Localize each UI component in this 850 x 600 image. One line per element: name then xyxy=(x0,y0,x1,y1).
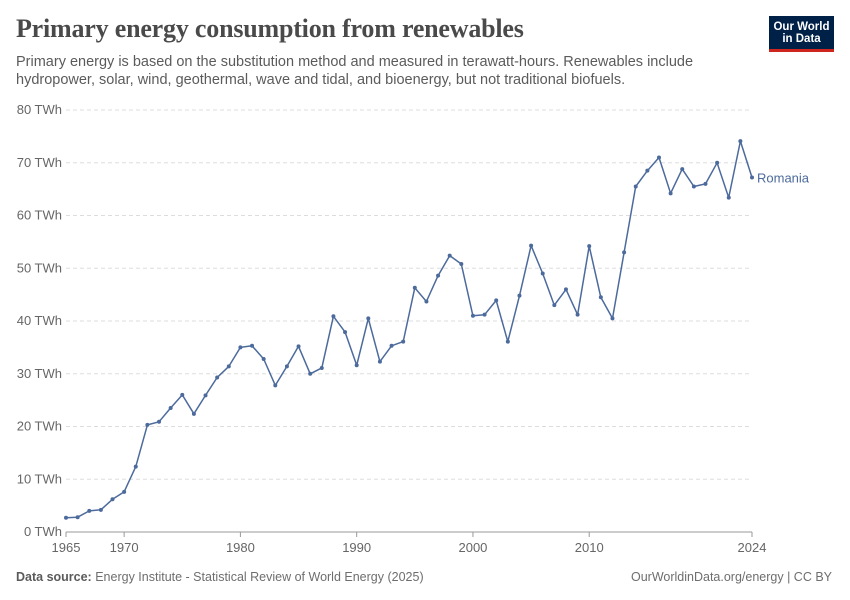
data-point xyxy=(238,345,243,350)
data-point xyxy=(273,383,278,388)
license-link[interactable]: OurWorldinData.org/energy | CC BY xyxy=(630,570,832,584)
data-point xyxy=(691,184,696,189)
chart-subtitle: Primary energy is based on the substitut… xyxy=(16,54,694,88)
data-point xyxy=(75,515,80,520)
data-point xyxy=(505,339,510,344)
data-point xyxy=(319,365,324,370)
data-point xyxy=(412,285,417,290)
data-point xyxy=(180,392,185,397)
data-source: Data source: Energy Institute - Statisti… xyxy=(16,570,424,584)
data-point xyxy=(447,253,452,258)
data-point xyxy=(203,393,208,398)
x-tick-label: 2024 xyxy=(738,540,767,555)
data-point xyxy=(726,195,731,200)
data-point xyxy=(191,411,196,416)
y-tick-label: 50 TWh xyxy=(17,260,62,275)
data-point xyxy=(168,406,173,411)
data-point xyxy=(343,330,348,335)
data-point xyxy=(331,314,336,319)
y-tick-label: 70 TWh xyxy=(17,155,62,170)
data-point xyxy=(87,508,92,513)
data-point xyxy=(284,364,289,369)
data-point xyxy=(470,313,475,318)
y-axis-ticks: 0 TWh 10 TWh 20 TWh 30 TWh 40 TWh 50 TWh 60 TW… xyxy=(17,102,62,539)
data-point xyxy=(633,184,638,189)
owid-logo[interactable]: Our World in Data xyxy=(769,16,834,52)
x-tick-label: 1965 xyxy=(52,540,81,555)
series-label: Romania xyxy=(757,171,810,186)
data-point xyxy=(226,364,231,369)
y-tick-label: 10 TWh xyxy=(17,471,62,486)
data-point xyxy=(540,271,545,276)
data-point xyxy=(145,422,150,427)
data-point xyxy=(98,507,103,512)
data-point xyxy=(715,160,720,165)
data-point xyxy=(668,191,673,196)
x-axis: 1965 1970 1980 1990 2000 2010 2024 xyxy=(52,531,767,555)
data-point xyxy=(656,155,661,160)
data-point xyxy=(401,339,406,344)
x-tick-label: 1980 xyxy=(226,540,255,555)
data-point xyxy=(587,244,592,249)
data-point xyxy=(366,316,371,321)
data-point xyxy=(750,175,754,180)
y-tick-label: 40 TWh xyxy=(17,313,62,328)
data-point xyxy=(122,489,127,494)
data-point xyxy=(377,359,382,364)
data-point xyxy=(354,363,359,368)
data-point xyxy=(622,250,627,255)
data-point xyxy=(459,262,464,267)
y-tick-label: 0 TWh xyxy=(24,524,62,539)
data-point xyxy=(494,298,499,303)
data-point xyxy=(133,464,138,469)
data-source-label: Data source: xyxy=(16,570,92,584)
data-point xyxy=(64,515,68,520)
data-point xyxy=(680,167,685,172)
data-point xyxy=(645,168,650,173)
data-point xyxy=(517,293,522,298)
data-point xyxy=(598,295,603,300)
y-tick-label: 80 TWh xyxy=(17,102,62,117)
logo-line-2: in Data xyxy=(782,33,821,45)
series-layer: Romania xyxy=(64,139,810,520)
x-tick-label: 2000 xyxy=(458,540,487,555)
data-point xyxy=(482,312,487,317)
data-point xyxy=(157,419,162,424)
data-source-link[interactable]: Energy Institute - Statistical Review of… xyxy=(95,570,424,584)
gridlines xyxy=(66,109,752,480)
data-point xyxy=(110,497,115,502)
y-tick-label: 60 TWh xyxy=(17,208,62,223)
data-point xyxy=(436,273,441,278)
data-point xyxy=(308,371,313,376)
line-chart: 0 TWh 10 TWh 20 TWh 30 TWh 40 TWh 50 TWh 60 TW… xyxy=(17,102,810,555)
x-tick-label: 1970 xyxy=(110,540,139,555)
data-point xyxy=(215,375,220,380)
data-point xyxy=(610,316,615,321)
y-tick-label: 30 TWh xyxy=(17,366,62,381)
data-point xyxy=(296,344,301,349)
data-point xyxy=(703,181,708,186)
data-point xyxy=(563,287,568,292)
x-tick-label: 2010 xyxy=(575,540,604,555)
logo-line-1: Our World xyxy=(773,21,830,33)
series-line-romania xyxy=(65,140,753,519)
data-point xyxy=(261,356,266,361)
data-point xyxy=(424,299,429,304)
data-point xyxy=(529,243,534,248)
chart-title: Primary energy consumption from renewabl… xyxy=(16,14,524,43)
data-point xyxy=(575,312,580,317)
data-point xyxy=(738,139,743,144)
data-point xyxy=(389,343,394,348)
data-point xyxy=(250,343,255,348)
x-tick-label: 1990 xyxy=(342,540,371,555)
y-tick-label: 20 TWh xyxy=(17,419,62,434)
data-point xyxy=(552,303,557,308)
